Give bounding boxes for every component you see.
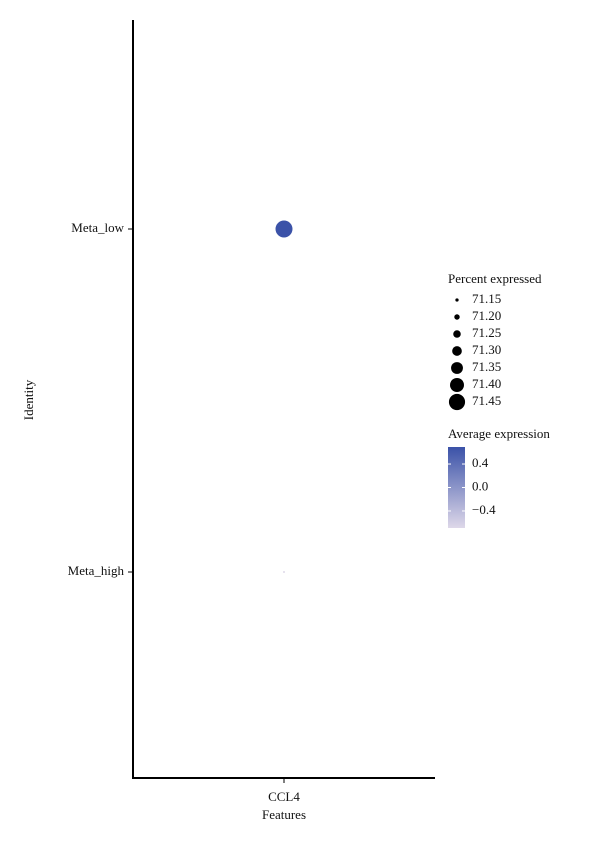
y-tick-label: Meta_low	[71, 220, 124, 235]
size-legend-dot	[450, 378, 464, 392]
y-axis-label: Identity	[21, 379, 36, 420]
x-axis-label: Features	[262, 807, 306, 822]
size-legend-label: 71.35	[472, 359, 501, 374]
size-legend-dot	[448, 393, 466, 411]
color-bar	[448, 447, 465, 528]
y-tick-label: Meta_high	[68, 563, 125, 578]
size-legend-label: 71.15	[472, 291, 501, 306]
size-legend-dot	[455, 298, 459, 302]
color-legend-label: −0.4	[472, 502, 496, 517]
size-legend-dot	[452, 346, 462, 356]
color-legend-title: Average expression	[448, 426, 550, 441]
size-legend-dot	[453, 330, 461, 338]
size-legend-label: 71.45	[472, 393, 501, 408]
color-legend-label: 0.0	[472, 478, 488, 493]
size-legend-dot	[454, 314, 460, 320]
x-tick-label: CCL4	[268, 789, 300, 804]
size-legend-label: 71.25	[472, 325, 501, 340]
dot	[283, 571, 285, 573]
color-legend-label: 0.4	[472, 455, 489, 470]
size-legend-label: 71.20	[472, 308, 501, 323]
dot	[275, 220, 293, 238]
size-legend-label: 71.30	[472, 342, 501, 357]
size-legend-dot	[451, 362, 463, 374]
size-legend-label: 71.40	[472, 376, 501, 391]
size-legend-title: Percent expressed	[448, 271, 542, 286]
